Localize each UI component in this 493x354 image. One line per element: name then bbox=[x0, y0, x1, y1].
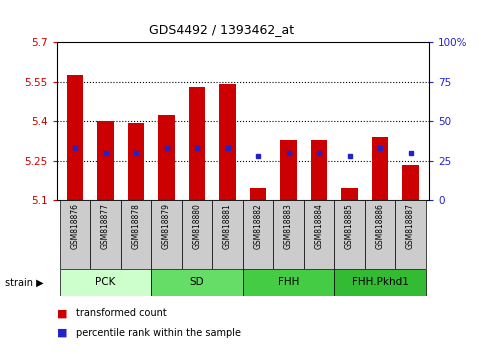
Bar bbox=[243, 269, 334, 296]
Text: GSM818881: GSM818881 bbox=[223, 204, 232, 249]
Text: GSM818878: GSM818878 bbox=[132, 204, 141, 249]
Text: SD: SD bbox=[190, 277, 205, 287]
Bar bbox=[67, 75, 83, 200]
Text: GSM818886: GSM818886 bbox=[376, 204, 385, 249]
Text: ■: ■ bbox=[57, 328, 67, 338]
Bar bbox=[304, 200, 334, 269]
Text: FHH.Pkhd1: FHH.Pkhd1 bbox=[352, 277, 409, 287]
Text: GSM818880: GSM818880 bbox=[193, 204, 202, 249]
Bar bbox=[128, 122, 144, 200]
Text: GSM818877: GSM818877 bbox=[101, 204, 110, 250]
Bar bbox=[334, 200, 365, 269]
Bar bbox=[189, 87, 206, 200]
Bar bbox=[219, 85, 236, 200]
Text: GSM818883: GSM818883 bbox=[284, 204, 293, 249]
Bar bbox=[151, 200, 182, 269]
Bar bbox=[341, 188, 358, 200]
Bar bbox=[182, 200, 212, 269]
Bar bbox=[249, 188, 266, 200]
Text: percentile rank within the sample: percentile rank within the sample bbox=[76, 328, 242, 338]
Text: PCK: PCK bbox=[95, 277, 116, 287]
Text: GSM818884: GSM818884 bbox=[315, 204, 323, 249]
Bar bbox=[90, 200, 121, 269]
Text: GSM818882: GSM818882 bbox=[253, 204, 263, 249]
Bar bbox=[151, 269, 243, 296]
Bar bbox=[365, 200, 395, 269]
Bar bbox=[273, 200, 304, 269]
Bar bbox=[60, 269, 151, 296]
Text: GSM818879: GSM818879 bbox=[162, 204, 171, 250]
Bar bbox=[311, 139, 327, 200]
Bar bbox=[280, 139, 297, 200]
Bar bbox=[395, 200, 426, 269]
Text: ■: ■ bbox=[57, 308, 67, 318]
Text: GSM818885: GSM818885 bbox=[345, 204, 354, 249]
Bar bbox=[212, 200, 243, 269]
Text: transformed count: transformed count bbox=[76, 308, 167, 318]
Bar bbox=[97, 121, 114, 200]
Bar bbox=[402, 165, 419, 200]
Text: GSM818887: GSM818887 bbox=[406, 204, 415, 249]
Text: GDS4492 / 1393462_at: GDS4492 / 1393462_at bbox=[149, 23, 294, 36]
Text: strain ▶: strain ▶ bbox=[5, 277, 43, 287]
Bar bbox=[60, 200, 90, 269]
Text: FHH: FHH bbox=[278, 277, 299, 287]
Bar bbox=[334, 269, 426, 296]
Text: GSM818876: GSM818876 bbox=[70, 204, 79, 250]
Bar bbox=[158, 115, 175, 200]
Bar bbox=[243, 200, 273, 269]
Bar bbox=[121, 200, 151, 269]
Bar bbox=[372, 137, 388, 200]
